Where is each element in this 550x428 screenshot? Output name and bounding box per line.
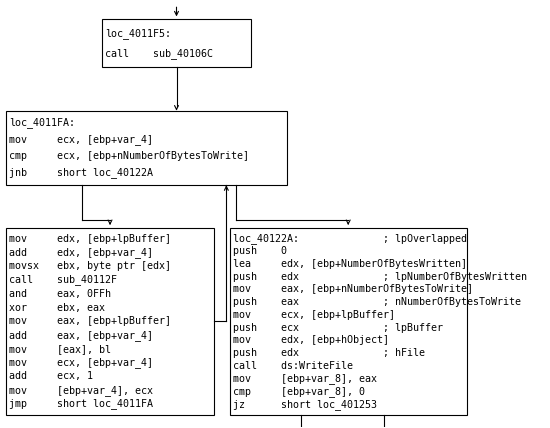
Text: mov     [eax], bl: mov [eax], bl: [9, 344, 111, 354]
Text: mov     edx, [ebp+hObject]: mov edx, [ebp+hObject]: [233, 336, 389, 345]
Bar: [230, 228, 466, 415]
Text: mov     edx, [ebp+lpBuffer]: mov edx, [ebp+lpBuffer]: [9, 234, 171, 244]
Text: jmp     short loc_4011FA: jmp short loc_4011FA: [9, 398, 153, 409]
Text: mov     eax, [ebp+nNumberOfBytesToWrite]: mov eax, [ebp+nNumberOfBytesToWrite]: [233, 284, 473, 294]
Text: xor     ebx, eax: xor ebx, eax: [9, 303, 105, 312]
Text: loc_4011F5:: loc_4011F5:: [106, 28, 172, 39]
Text: mov     [ebp+var_8], eax: mov [ebp+var_8], eax: [233, 373, 377, 384]
Text: lea     edx, [ebp+NumberOfBytesWritten]: lea edx, [ebp+NumberOfBytesWritten]: [233, 259, 467, 269]
Text: jnb     short loc_40122A: jnb short loc_40122A: [9, 167, 153, 178]
Text: add     ecx, 1: add ecx, 1: [9, 372, 93, 381]
Text: push    edx              ; hFile: push edx ; hFile: [233, 348, 425, 358]
Bar: [6, 228, 214, 415]
Text: call    ds:WriteFile: call ds:WriteFile: [233, 361, 353, 371]
Text: movsx   ebx, byte ptr [edx]: movsx ebx, byte ptr [edx]: [9, 261, 171, 271]
Text: and     eax, 0FFh: and eax, 0FFh: [9, 289, 111, 299]
Text: mov     ecx, [ebp+lpBuffer]: mov ecx, [ebp+lpBuffer]: [233, 310, 395, 320]
Text: cmp     ecx, [ebp+nNumberOfBytesToWrite]: cmp ecx, [ebp+nNumberOfBytesToWrite]: [9, 151, 249, 161]
Text: mov     ecx, [ebp+var_4]: mov ecx, [ebp+var_4]: [9, 357, 153, 368]
Text: mov     ecx, [ebp+var_4]: mov ecx, [ebp+var_4]: [9, 134, 153, 145]
Text: mov     [ebp+var_4], ecx: mov [ebp+var_4], ecx: [9, 385, 153, 395]
Text: call    sub_40112F: call sub_40112F: [9, 275, 117, 285]
Bar: [6, 111, 287, 185]
Text: push    ecx              ; lpBuffer: push ecx ; lpBuffer: [233, 323, 443, 333]
Text: push    0: push 0: [233, 246, 287, 256]
Text: push    edx              ; lpNumberOfBytesWritten: push edx ; lpNumberOfBytesWritten: [233, 272, 527, 282]
Text: call    sub_40106C: call sub_40106C: [106, 48, 213, 59]
Text: add     edx, [ebp+var_4]: add edx, [ebp+var_4]: [9, 247, 153, 258]
Bar: [102, 19, 251, 67]
Text: jz      short loc_401253: jz short loc_401253: [233, 399, 377, 410]
Text: add     eax, [ebp+var_4]: add eax, [ebp+var_4]: [9, 330, 153, 341]
Text: cmp     [ebp+var_8], 0: cmp [ebp+var_8], 0: [233, 386, 365, 397]
Text: push    eax              ; nNumberOfBytesToWrite: push eax ; nNumberOfBytesToWrite: [233, 297, 521, 307]
Text: mov     eax, [ebp+lpBuffer]: mov eax, [ebp+lpBuffer]: [9, 316, 171, 326]
Text: loc_4011FA:: loc_4011FA:: [9, 118, 75, 128]
Text: loc_40122A:              ; lpOverlapped: loc_40122A: ; lpOverlapped: [233, 233, 467, 244]
